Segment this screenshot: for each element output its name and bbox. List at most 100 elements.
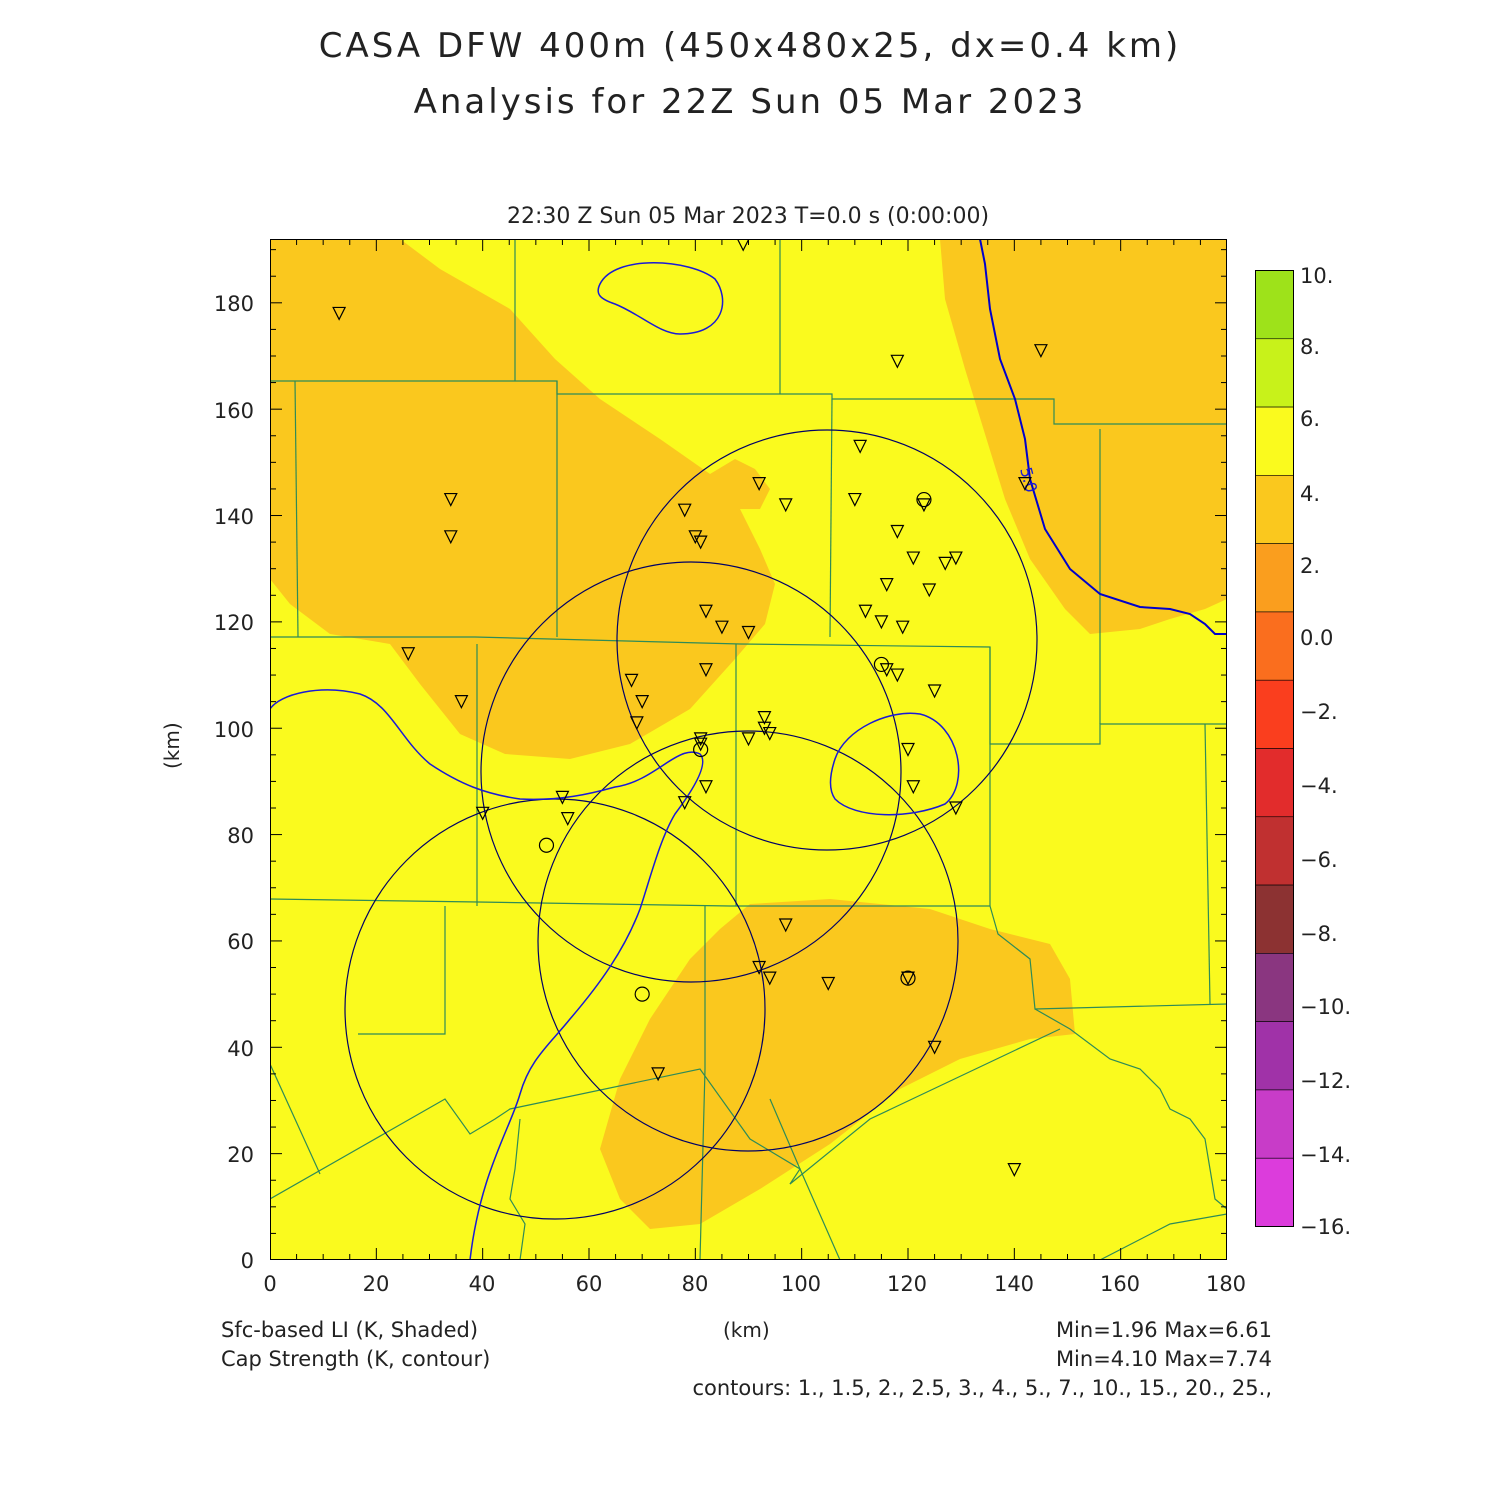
- colorbar-cell: [1255, 611, 1294, 681]
- station-triangle: [901, 742, 915, 757]
- shaded-minmax: Min=1.96 Max=6.61: [1055, 1318, 1272, 1342]
- station-triangle: [693, 737, 708, 752]
- colorbar-label-minus12: −12.: [1300, 1069, 1351, 1093]
- station-triangle: [948, 801, 963, 816]
- y-tick-0: 0: [240, 1249, 254, 1273]
- x-tick-0: 0: [263, 1272, 277, 1296]
- colorbar-cell: [1255, 816, 1294, 886]
- station-triangle: [624, 673, 639, 688]
- station-triangle: [890, 668, 905, 683]
- cap-contour-east-loop: [829, 712, 960, 816]
- colorbar-label-10: 10.: [1300, 264, 1334, 288]
- station-triangle: [401, 647, 416, 662]
- map-subtitle: Analysis for 22Z Sun 05 Mar 2023: [413, 82, 1087, 122]
- station-triangle: [443, 530, 458, 545]
- colorbar-label-8: 8.: [1300, 335, 1321, 359]
- station-triangle: [858, 604, 873, 619]
- radar-range-rings: [344, 429, 1038, 1220]
- colorbar-label-4: 4.: [1300, 482, 1321, 506]
- station-triangle: [1007, 1162, 1022, 1177]
- station-triangle: [454, 695, 469, 709]
- colorbar-label-minus4: −4.: [1300, 774, 1338, 798]
- station-triangle: [879, 578, 894, 592]
- station-triangle: [916, 498, 931, 513]
- station-triangle: [762, 726, 777, 741]
- colorbar-label-minus6: −6.: [1300, 848, 1338, 872]
- li-fill-2-4-northeast: [940, 239, 1227, 634]
- station-triangle: [778, 918, 793, 933]
- station-triangle: [948, 551, 963, 566]
- station-triangle: [757, 721, 772, 736]
- station-triangle: [922, 583, 937, 598]
- station-triangle: [1017, 477, 1032, 491]
- station-triangle: [698, 604, 713, 619]
- shaded-field-label: Sfc-based LI (K, Shaded): [221, 1318, 479, 1342]
- station-triangle: [736, 239, 750, 252]
- colorbar-cell: [1255, 679, 1294, 749]
- station-triangle: [555, 790, 570, 805]
- station-markers: [332, 239, 1048, 1177]
- station-triangle: [741, 625, 756, 640]
- station-triangle: [757, 710, 772, 725]
- station-circle: [916, 491, 932, 508]
- station-circle: [538, 837, 555, 853]
- colorbar-frame: [1255, 270, 1294, 1227]
- radar-ring-1: [616, 429, 1038, 851]
- station-triangle: [938, 556, 953, 571]
- x-tick-60: 60: [575, 1272, 603, 1296]
- cap-strength-contours: [270, 239, 1227, 1260]
- station-triangle: [693, 732, 708, 747]
- station-triangle: [901, 971, 915, 986]
- li-fill-2-4-south: [600, 899, 1075, 1229]
- colorbar-cell: [1255, 406, 1294, 476]
- contour-levels: contours: 1., 1.5, 2., 2.5, 3., 4., 5., …: [692, 1376, 1272, 1400]
- colorbar-label-6: 6.: [1300, 407, 1321, 431]
- colorbar-label-minus8: −8.: [1300, 922, 1338, 946]
- y-tick-140: 140: [213, 505, 254, 529]
- station-triangle: [693, 535, 708, 550]
- x-tick-100: 100: [780, 1272, 822, 1296]
- station-circle: [900, 970, 916, 986]
- analysis-map: 5.0: [270, 239, 1227, 1260]
- li-fill-2-4-northwest: [270, 239, 775, 759]
- county-boundaries: [270, 239, 1227, 1260]
- colorbar-label-0: 0.0: [1300, 626, 1334, 650]
- colorbar-cell: [1255, 884, 1294, 954]
- y-tick-120: 120: [213, 611, 254, 635]
- contour-minmax: Min=4.10 Max=7.74: [1055, 1347, 1272, 1371]
- station-triangle: [741, 732, 756, 747]
- station-triangle: [895, 620, 910, 635]
- x-tick-140: 140: [993, 1272, 1035, 1296]
- radar-ring-3: [537, 730, 959, 1152]
- station-triangle: [629, 716, 644, 731]
- station-triangle: [332, 306, 347, 321]
- y-tick-160: 160: [213, 399, 254, 423]
- station-circle: [693, 741, 709, 758]
- contour-field-label: Cap Strength (K, contour): [221, 1347, 491, 1371]
- map-title: CASA DFW 400m (450x480x25, dx=0.4 km): [318, 26, 1182, 66]
- y-tick-80: 80: [227, 824, 254, 848]
- colorbar-label-2: 2.: [1300, 554, 1321, 578]
- station-circle-markers: [538, 491, 932, 1002]
- station-triangle: [677, 796, 692, 811]
- station-circle: [873, 656, 890, 673]
- station-triangle: [927, 684, 942, 699]
- x-tick-180: 180: [1205, 1272, 1247, 1296]
- x-tick-20: 20: [362, 1272, 390, 1296]
- station-triangle: [821, 976, 836, 991]
- y-tick-180: 180: [213, 292, 254, 316]
- station-triangle: [890, 524, 905, 539]
- station-triangle: [752, 960, 767, 975]
- station-triangle: [677, 503, 692, 518]
- station-triangle: [874, 615, 889, 630]
- colorbar-cell: [1255, 543, 1294, 613]
- station-triangle: [651, 1067, 666, 1082]
- station-triangle: [927, 1040, 942, 1055]
- colorbar-cell: [1255, 748, 1294, 818]
- colorbar-cell: [1255, 1021, 1294, 1091]
- station-triangle: [635, 695, 650, 709]
- station-triangle: [688, 530, 703, 545]
- axis-ticks: [270, 239, 1227, 1260]
- station-triangle: [778, 498, 793, 513]
- station-triangle: [906, 551, 921, 566]
